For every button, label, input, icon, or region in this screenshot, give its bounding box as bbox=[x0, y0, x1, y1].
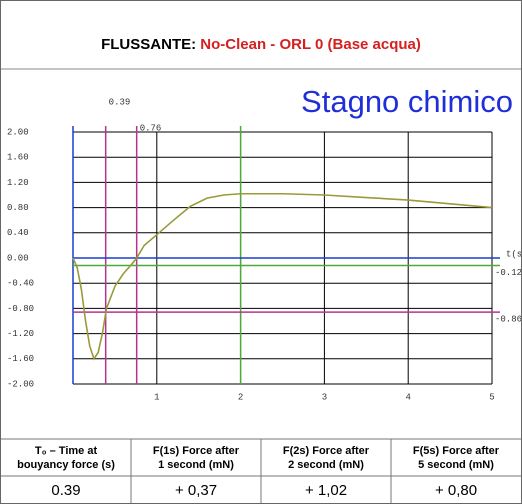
y-tick-label: 0.80 bbox=[7, 203, 29, 213]
title: FLUSSANTE: No-Clean - ORL 0 (Base acqua) bbox=[101, 36, 421, 53]
y-tick-label: -0.80 bbox=[7, 304, 34, 314]
title-rest: No-Clean - ORL 0 (Base acqua) bbox=[200, 36, 421, 53]
table-header: F(1s) Force after bbox=[153, 445, 240, 457]
marker-label: 0.76 bbox=[140, 123, 162, 133]
x-tick-label: 3 bbox=[322, 392, 327, 402]
table-header: 1 second (mN) bbox=[158, 459, 234, 471]
table-header: 5 second (mN) bbox=[418, 459, 494, 471]
subtitle: Stagno chimico bbox=[301, 84, 513, 119]
y-tick-label: 2.00 bbox=[7, 127, 29, 137]
x-tick-label: 2 bbox=[238, 392, 243, 402]
table-header: F(5s) Force after bbox=[413, 445, 500, 457]
table-header: bouyancy force (s) bbox=[17, 459, 115, 471]
y-tick-label: -1.20 bbox=[7, 329, 34, 339]
table-header: T₀ – Time at bbox=[35, 445, 98, 457]
x-axis-label: t(s) bbox=[506, 249, 521, 259]
y-tick-label: 1.60 bbox=[7, 153, 29, 163]
y-tick-label: 1.20 bbox=[7, 178, 29, 188]
y-tick-label: 0.00 bbox=[7, 253, 29, 263]
marker-label: -0.86 bbox=[495, 315, 521, 325]
table-cell: + 1,02 bbox=[305, 482, 347, 499]
x-tick-label: 5 bbox=[489, 392, 494, 402]
table: T₀ – Time at bouyancy force (s) F(1s) Forc… bbox=[1, 438, 521, 503]
title-prefix: FLUSSANTE: bbox=[101, 36, 196, 53]
marker-label: -0.12 bbox=[495, 268, 521, 278]
marker-label: 0.39 bbox=[109, 97, 131, 107]
x-tick-label: 4 bbox=[405, 392, 410, 402]
table-cell: + 0,37 bbox=[175, 482, 217, 499]
table-cell: + 0,80 bbox=[435, 482, 477, 499]
table-header: F(2s) Force after bbox=[283, 445, 370, 457]
data-line bbox=[72, 192, 493, 361]
table-header: 2 second (mN) bbox=[288, 459, 364, 471]
y-tick-label: 0.40 bbox=[7, 228, 29, 238]
y-tick-label: -2.00 bbox=[7, 379, 34, 389]
table-cell: 0.39 bbox=[51, 482, 80, 499]
y-tick-label: -1.60 bbox=[7, 354, 34, 364]
x-tick-label: 1 bbox=[154, 392, 159, 402]
y-tick-label: -0.40 bbox=[7, 279, 34, 289]
